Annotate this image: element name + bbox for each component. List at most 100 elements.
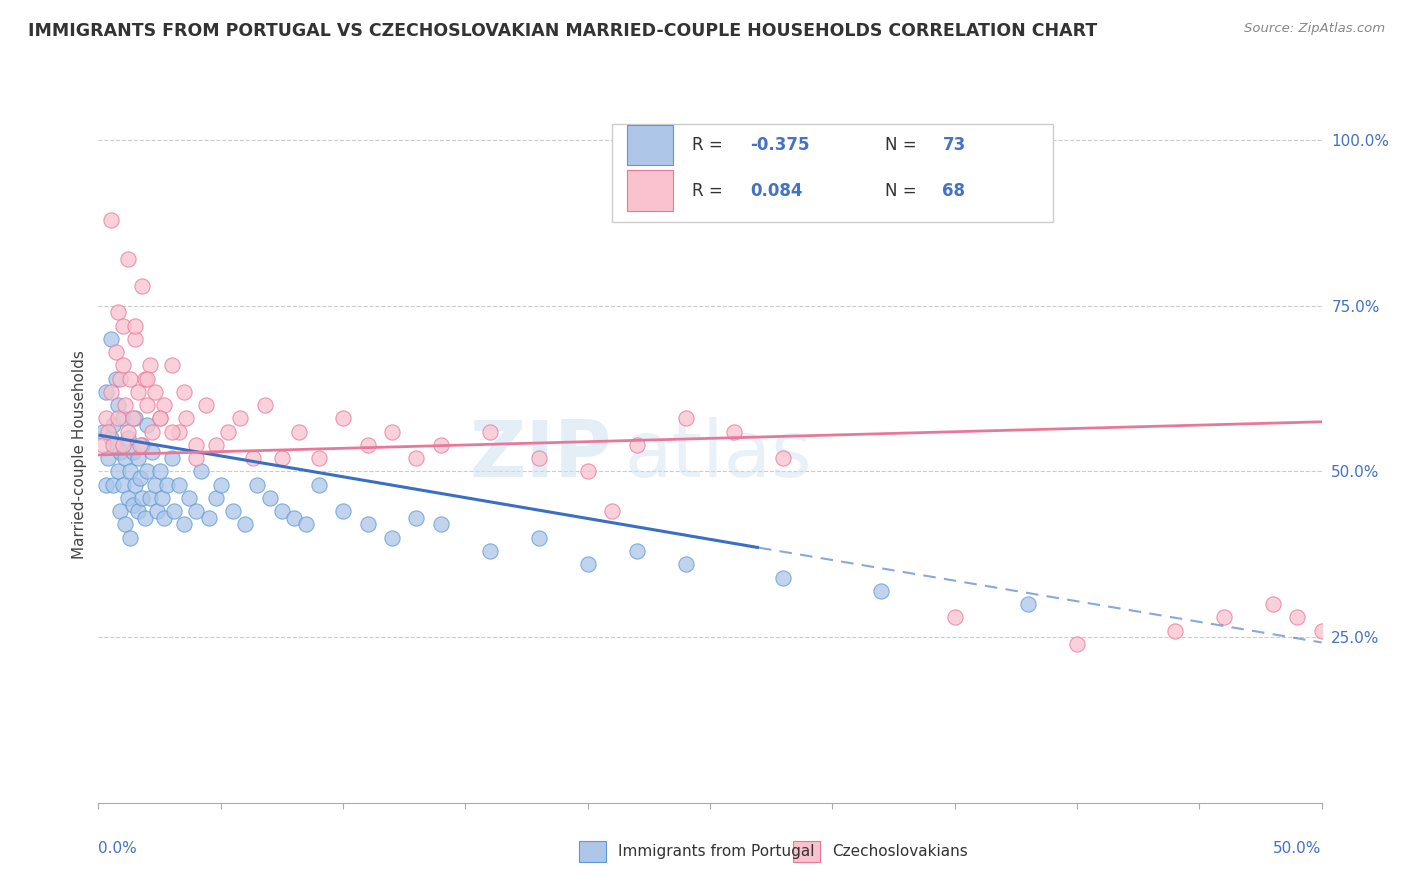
Point [91,438,114,452]
Point [190,465,212,479]
Point [134,511,156,525]
Point [110,372,132,386]
Point [153,511,176,525]
Text: N =: N = [884,136,922,154]
Point [160,425,183,439]
Point [94,477,117,491]
Point [101,438,124,452]
Point [209,477,232,491]
Point [177,491,200,505]
Point [139,491,162,505]
Point [149,411,172,425]
Point [430,438,453,452]
Text: ZIP: ZIP [470,417,612,493]
Y-axis label: Married-couple Households: Married-couple Households [72,351,87,559]
Point [100,384,122,399]
FancyBboxPatch shape [579,841,606,862]
Point [205,438,228,452]
Point [1066,637,1088,651]
Point [253,398,276,412]
Text: Immigrants from Portugal: Immigrants from Portugal [619,844,815,859]
Point [527,451,550,466]
Point [600,504,623,518]
Point [94,384,117,399]
Point [478,425,501,439]
Point [308,451,330,466]
Point [576,558,599,572]
Point [117,252,139,267]
Point [111,438,134,452]
Point [143,477,166,491]
Point [308,477,330,491]
Point [160,359,183,373]
Point [197,511,219,525]
Text: 73: 73 [942,136,966,154]
Point [107,305,129,319]
Point [131,438,153,452]
Point [134,372,156,386]
Text: 50.0%: 50.0% [1274,841,1322,856]
Point [332,504,354,518]
Point [405,511,427,525]
Point [107,398,129,412]
Text: 0.084: 0.084 [751,182,803,200]
Point [97,425,120,439]
Point [124,477,146,491]
Point [195,398,218,412]
Point [405,451,427,466]
Point [141,444,163,458]
Point [270,451,294,466]
Point [136,465,159,479]
Point [173,517,195,532]
Point [675,411,697,425]
Point [127,384,149,399]
Point [870,583,893,598]
Point [120,531,142,545]
Point [114,451,136,466]
Point [124,332,146,346]
Text: IMMIGRANTS FROM PORTUGAL VS CZECHOSLOVAKIAN MARRIED-COUPLE HOUSEHOLDS CORRELATIO: IMMIGRANTS FROM PORTUGAL VS CZECHOSLOVAK… [28,22,1097,40]
Point [136,398,159,412]
Point [117,431,139,445]
Point [107,411,129,425]
Point [626,544,648,558]
Point [270,504,294,518]
Point [576,465,599,479]
Point [104,372,127,386]
Point [104,438,127,452]
Point [100,332,122,346]
Point [111,359,134,373]
Point [141,425,163,439]
Point [356,438,378,452]
Point [381,531,404,545]
FancyBboxPatch shape [627,170,673,211]
Point [100,431,122,445]
Point [626,438,648,452]
Point [149,411,172,425]
Point [120,372,142,386]
FancyBboxPatch shape [612,124,1053,222]
Point [163,504,186,518]
Point [107,465,129,479]
Text: N =: N = [884,182,922,200]
Point [153,398,176,412]
Point [121,444,143,458]
FancyBboxPatch shape [627,125,673,166]
Point [101,418,124,433]
Point [156,477,179,491]
Text: 68: 68 [942,182,966,200]
Text: -0.375: -0.375 [751,136,810,154]
Point [100,212,122,227]
Text: atlas: atlas [624,417,811,493]
Text: 0.0%: 0.0% [98,841,138,856]
Point [233,517,256,532]
Point [136,418,159,433]
Point [242,451,264,466]
Point [222,504,245,518]
Point [124,411,146,425]
Point [283,511,305,525]
Point [110,444,132,458]
Point [430,517,453,532]
Point [114,517,136,532]
Point [150,491,173,505]
